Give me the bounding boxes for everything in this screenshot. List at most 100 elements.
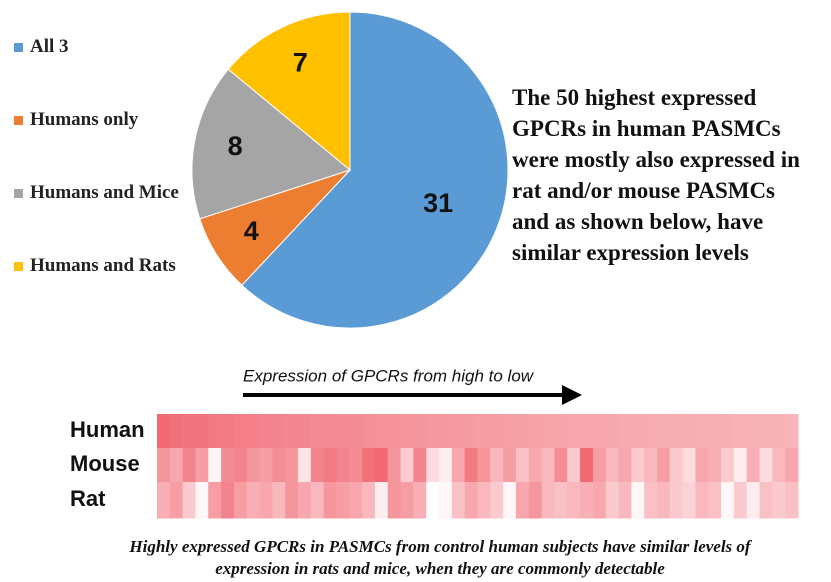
- heatmap-cell: [246, 448, 261, 483]
- heatmap-cell: [682, 414, 696, 449]
- heatmap-cell: [233, 482, 248, 519]
- pie-slice: [241, 11, 509, 329]
- heatmap-cell: [733, 414, 748, 449]
- heatmap-cell: [426, 414, 440, 449]
- heatmap-cell: [464, 448, 478, 483]
- heatmap-cell: [528, 448, 543, 483]
- heatmap-cell: [323, 414, 337, 449]
- heatmap-cell: [259, 414, 273, 449]
- heatmap-cell: [195, 482, 209, 519]
- heatmap-cell: [400, 414, 414, 449]
- heatmap-cell: [721, 482, 735, 519]
- heatmap-cell: [362, 414, 376, 449]
- heatmap-cell: [515, 448, 530, 483]
- heatmap-cell: [374, 448, 389, 483]
- heatmap-cell: [182, 414, 196, 449]
- heatmap-cell: [631, 414, 645, 449]
- heatmap-cell: [644, 448, 658, 483]
- heatmap-cell: [451, 482, 466, 519]
- heatmap-cell: [721, 448, 735, 483]
- heatmap-cell: [592, 482, 607, 519]
- heatmap-cell: [528, 414, 543, 449]
- heatmap-cell: [182, 482, 196, 519]
- heatmap-cell: [464, 414, 478, 449]
- heatmap-cell: [708, 448, 722, 483]
- heatmap-cell: [605, 448, 620, 483]
- heatmap-cell: [374, 414, 389, 449]
- legend-swatch: [14, 43, 23, 52]
- heatmap-cell: [233, 414, 248, 449]
- heatmap-cell: [426, 482, 440, 519]
- heatmap-cell: [285, 414, 299, 449]
- heatmap-cell: [208, 482, 222, 519]
- heatmap-cell: [246, 482, 261, 519]
- heatmap-cell: [221, 448, 235, 483]
- heatmap-cell: [567, 482, 581, 519]
- heatmap-cell: [580, 482, 594, 519]
- heatmap-cell: [669, 482, 684, 519]
- heatmap-cell: [439, 414, 453, 449]
- heatmap-cell: [503, 414, 517, 449]
- heatmap-cell: [426, 448, 440, 483]
- heatmap-cell: [656, 448, 671, 483]
- data-label: 4: [244, 216, 259, 246]
- heatmap-cell: [259, 448, 273, 483]
- heatmap-cell: [541, 482, 555, 519]
- row-label: Human: [70, 417, 145, 442]
- heatmap-cell: [515, 482, 530, 519]
- heatmap-cell: [772, 414, 786, 449]
- heatmap-cell: [413, 448, 427, 483]
- heatmap-cell: [439, 448, 453, 483]
- heatmap-cell: [323, 482, 337, 519]
- heatmap-cell: [182, 448, 196, 483]
- heatmap-cell: [298, 414, 312, 449]
- heatmap-cell: [413, 414, 427, 449]
- heatmap-cell: [272, 448, 286, 483]
- heatmap-cell: [580, 414, 594, 449]
- heatmap-cell: [592, 448, 607, 483]
- heatmap-cell: [169, 448, 184, 483]
- heatmap-cell: [195, 448, 209, 483]
- heatmap-cell: [541, 448, 555, 483]
- heatmap-cell: [413, 482, 427, 519]
- heatmap-cell: [682, 448, 696, 483]
- heatmap-cell: [477, 482, 491, 519]
- heatmap-cell: [554, 414, 568, 449]
- heatmap-cell: [362, 448, 376, 483]
- legend-label: Humans and Mice: [30, 182, 179, 203]
- heatmap-cell: [759, 448, 773, 483]
- heatmap-cell: [400, 448, 414, 483]
- heatmap-cell: [310, 414, 325, 449]
- heatmap-cell: [733, 448, 748, 483]
- heatmap-cell: [362, 482, 376, 519]
- legend-item: All 3: [14, 35, 180, 59]
- legend-swatch: [14, 262, 23, 271]
- heatmap-cell: [285, 482, 299, 519]
- heatmap-cell: [195, 414, 209, 449]
- heatmap-cell: [298, 448, 312, 483]
- heatmap-cell: [785, 448, 799, 483]
- heatmap-cell: [400, 482, 414, 519]
- heatmap-cell: [451, 414, 466, 449]
- heatmap-cell: [554, 482, 568, 519]
- heatmap-cell: [695, 482, 709, 519]
- legend-item: Humans and Mice: [14, 181, 180, 205]
- heatmap-cell: [157, 414, 171, 449]
- heatmap-cell: [528, 482, 543, 519]
- heatmap-cell: [785, 482, 799, 519]
- heatmap-cell: [708, 482, 722, 519]
- heatmap-cell: [233, 448, 248, 483]
- heatmap-cell: [336, 448, 350, 483]
- heatmap-cell: [669, 448, 684, 483]
- heatmap-cell: [759, 482, 773, 519]
- heatmap-cell: [708, 414, 722, 449]
- pie-slice: [191, 68, 352, 220]
- legend-item: Humans only: [14, 108, 180, 132]
- heatmap-cell: [208, 414, 222, 449]
- heatmap-cell: [592, 414, 607, 449]
- legend-label: Humans only: [30, 109, 139, 130]
- heatmap-cell: [349, 482, 363, 519]
- heatmap-cell: [387, 414, 402, 449]
- heatmap-cell: [656, 414, 671, 449]
- heatmap-cell: [631, 448, 645, 483]
